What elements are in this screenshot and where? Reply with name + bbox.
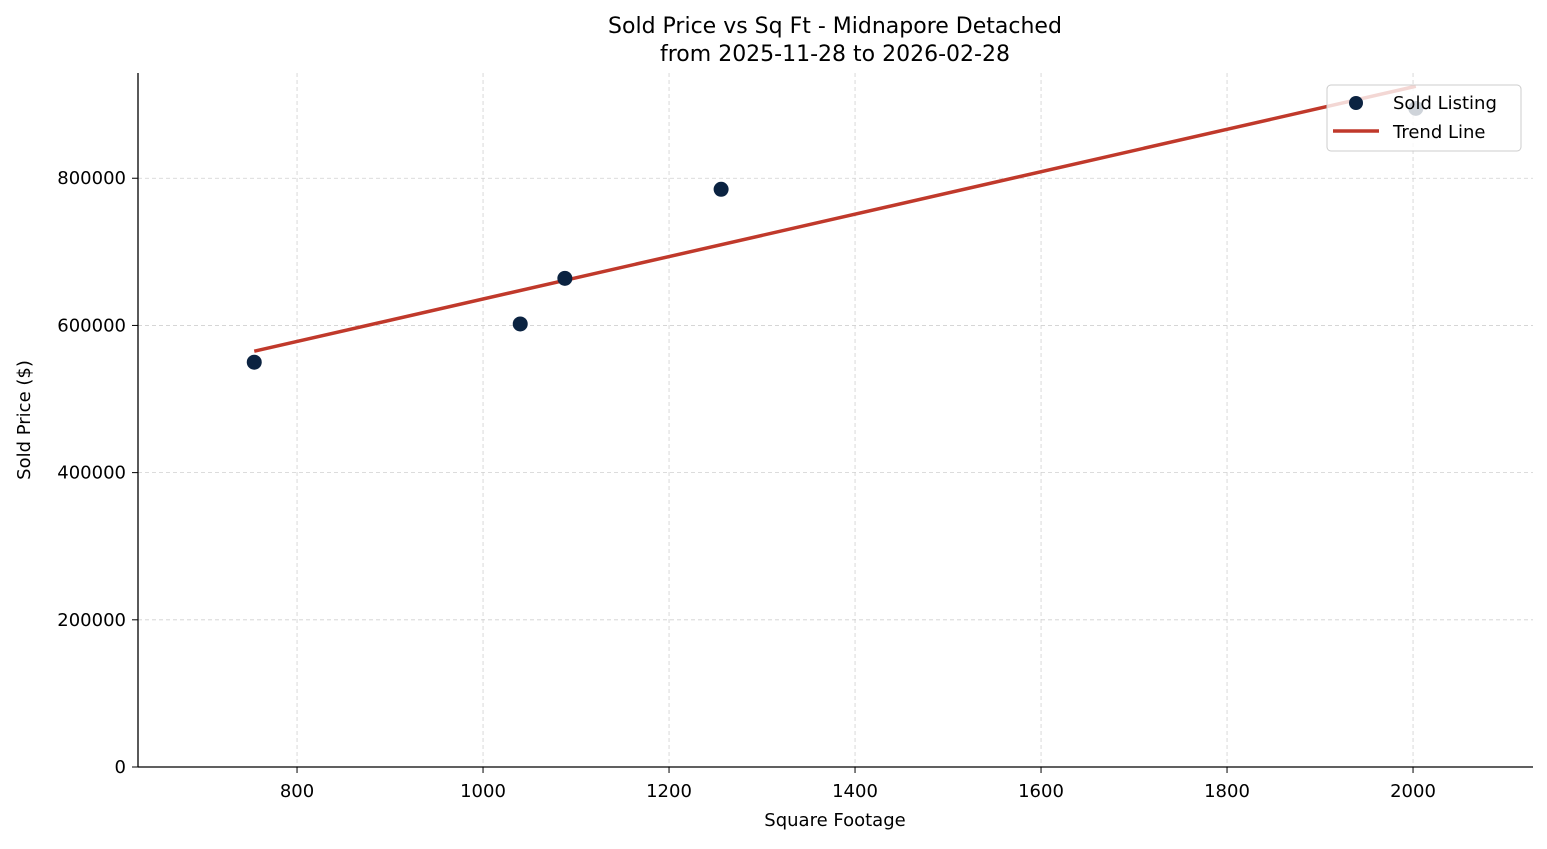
legend-box [1326,84,1522,152]
y-tick-label: 0 [115,757,126,778]
x-axis-label: Square Footage [764,810,905,831]
x-tick-label: 800 [280,781,314,802]
x-tick-label: 2000 [1390,781,1436,802]
x-tick-label: 1800 [1204,781,1250,802]
x-tick-label: 1400 [832,781,878,802]
chart-title: Sold Price vs Sq Ft - Midnapore Detached [608,14,1062,39]
y-tick-label: 200000 [57,610,126,631]
x-tick-label: 1000 [460,781,506,802]
y-axis-label: Sold Price ($) [14,360,35,480]
legend-label-trend-line: Trend Line [1392,122,1486,143]
data-point [557,270,573,286]
y-tick-label: 800000 [57,168,126,189]
legend: Sold Listing Trend Line [1326,84,1522,152]
chart-subtitle: from 2025-11-28 to 2026-02-28 [660,42,1010,67]
y-tick-label: 400000 [57,463,126,484]
legend-label-sold-listing: Sold Listing [1393,93,1497,114]
y-tick-label: 600000 [57,315,126,336]
data-point [246,354,262,370]
data-point [512,316,528,332]
trend-line [253,84,1417,353]
x-tick-label: 1200 [646,781,692,802]
legend-marker-sold-listing [1349,96,1363,110]
data-point [713,181,729,197]
x-tick-label: 1600 [1018,781,1064,802]
